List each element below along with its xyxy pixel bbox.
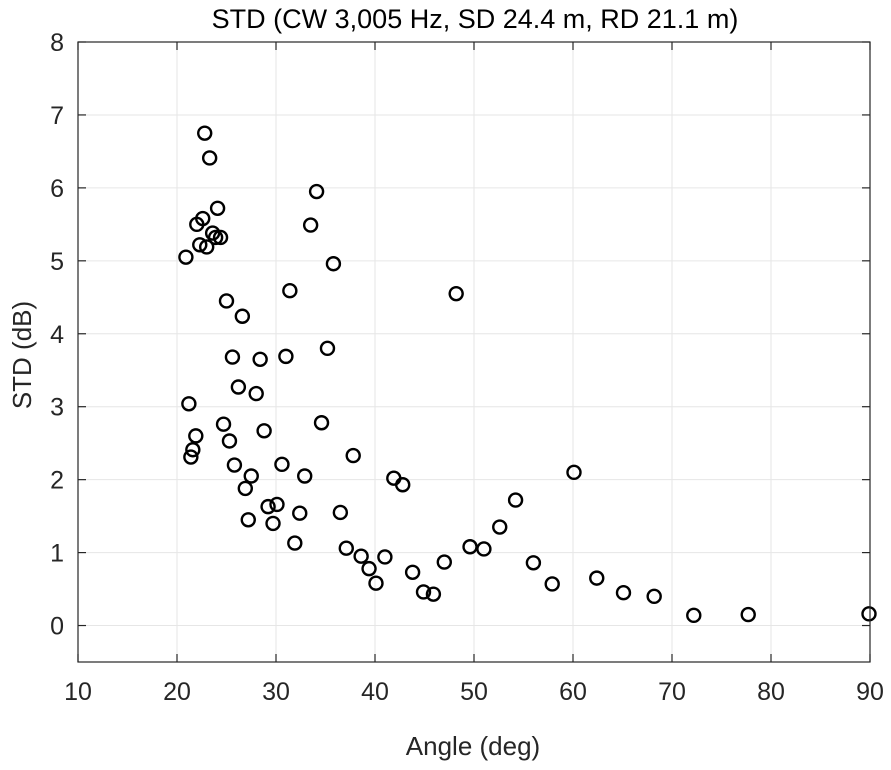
data-point — [308, 183, 325, 200]
y-tick-label: 3 — [50, 394, 64, 422]
data-point — [209, 200, 226, 217]
data-point — [332, 504, 349, 521]
data-point — [282, 283, 298, 299]
data-point — [492, 519, 508, 535]
data-point — [237, 480, 254, 497]
x-tick-label: 40 — [361, 678, 389, 706]
data-point — [302, 217, 319, 233]
data-point — [415, 584, 432, 600]
x-axis-label: Angle (deg) — [406, 731, 540, 761]
data-point — [287, 535, 303, 551]
data-point — [252, 351, 268, 367]
data-point — [338, 540, 354, 556]
data-point — [226, 457, 243, 473]
data-points — [178, 125, 877, 624]
x-tick-label: 80 — [757, 678, 785, 706]
y-tick-label: 4 — [50, 321, 64, 349]
data-point — [201, 150, 218, 166]
data-point — [256, 423, 272, 439]
data-point — [404, 564, 421, 580]
data-point — [615, 585, 632, 601]
data-point — [192, 237, 208, 253]
data-point — [260, 498, 276, 515]
data-point — [215, 416, 232, 432]
x-tick-label: 20 — [163, 678, 191, 706]
data-point — [221, 433, 238, 449]
data-point — [197, 125, 213, 141]
y-tick-label: 1 — [50, 540, 64, 568]
data-point — [646, 588, 662, 605]
y-tick-label: 6 — [50, 175, 64, 203]
x-tick-label: 70 — [658, 678, 686, 706]
data-point — [181, 396, 197, 412]
y-tick-label: 0 — [50, 613, 64, 641]
data-point — [269, 496, 285, 513]
data-point — [265, 515, 281, 532]
x-tick-label: 60 — [559, 678, 587, 706]
data-point — [212, 229, 229, 246]
data-point — [178, 249, 194, 265]
data-point — [183, 449, 199, 465]
x-tick-label: 10 — [64, 678, 92, 706]
data-point — [297, 468, 313, 484]
data-point — [207, 229, 224, 246]
chart-title: STD (CW 3,005 Hz, SD 24.4 m, RD 21.1 m) — [212, 4, 739, 34]
data-point — [361, 560, 377, 577]
data-point — [240, 512, 256, 528]
data-point — [476, 541, 492, 557]
data-point — [448, 285, 464, 302]
data-point — [248, 385, 264, 402]
x-tick-label: 50 — [460, 678, 488, 706]
data-point — [188, 428, 204, 444]
data-point — [425, 586, 442, 602]
data-point — [345, 447, 361, 464]
y-axis-label: STD (dB) — [7, 301, 37, 409]
y-tick-label: 8 — [50, 29, 64, 57]
data-point — [368, 575, 384, 591]
data-point — [861, 606, 877, 622]
data-point — [198, 239, 215, 255]
data-point — [224, 349, 241, 365]
y-tick-label: 2 — [50, 467, 64, 495]
data-point — [218, 293, 235, 309]
data-point — [436, 554, 452, 570]
data-point — [292, 505, 308, 521]
data-point — [395, 477, 411, 493]
data-point — [243, 468, 259, 484]
data-point — [325, 256, 342, 272]
data-point — [319, 340, 336, 357]
data-point — [195, 210, 211, 227]
x-tick-label: 90 — [856, 678, 884, 706]
y-tick-label: 5 — [50, 248, 64, 276]
data-point — [377, 549, 393, 565]
data-point — [353, 548, 369, 564]
data-point — [230, 379, 247, 395]
data-point — [525, 555, 542, 571]
data-point — [686, 607, 702, 624]
data-point — [185, 442, 201, 458]
data-point — [274, 456, 290, 473]
data-point — [566, 464, 582, 481]
data-point — [234, 308, 251, 324]
data-point — [507, 492, 524, 508]
data-point — [278, 348, 294, 365]
axis-ticks: 10 20 30 40 50 60 70 80 90 0 1 2 3 4 5 6 7 8 — [50, 29, 884, 706]
data-point — [313, 415, 330, 431]
data-point — [589, 570, 605, 586]
data-point — [740, 606, 756, 623]
y-tick-label: 7 — [50, 102, 64, 130]
x-tick-label: 30 — [262, 678, 290, 706]
data-point — [544, 576, 560, 592]
